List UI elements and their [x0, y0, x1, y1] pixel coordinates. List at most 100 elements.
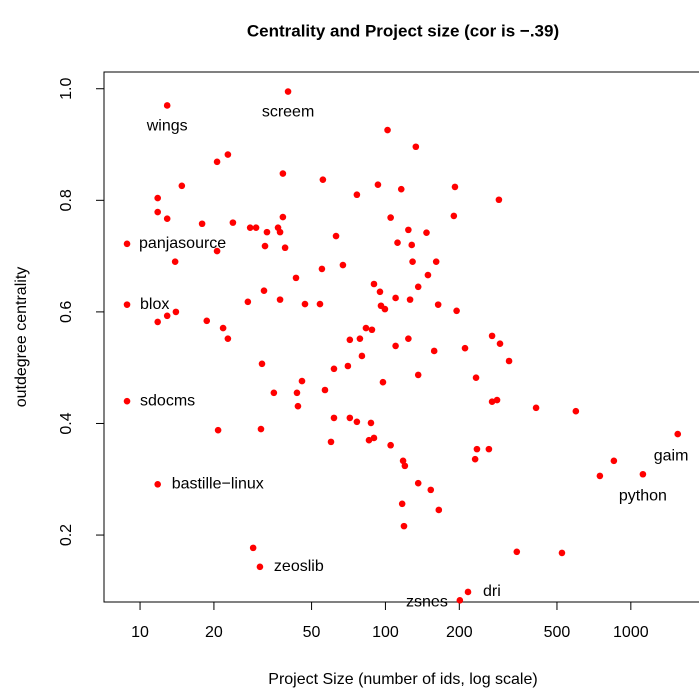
- point-label: panjasource: [139, 235, 226, 252]
- data-point: [414, 479, 422, 487]
- data-point: [353, 418, 361, 426]
- data-point: [532, 404, 540, 412]
- data-point: [387, 441, 394, 449]
- data-point: [399, 457, 407, 465]
- data-point: [376, 288, 384, 296]
- chart-title: Centrality and Project size (cor is −.39…: [247, 21, 559, 40]
- data-point: [432, 258, 440, 265]
- data-point: [213, 158, 221, 166]
- data-point: [674, 430, 682, 438]
- data-point: [172, 308, 180, 316]
- data-point: [370, 434, 378, 442]
- data-point: [381, 305, 389, 313]
- data-point: [493, 396, 501, 404]
- point-label: python: [619, 487, 667, 504]
- data-point: [394, 239, 401, 247]
- data-point: [256, 563, 264, 571]
- data-point: [214, 426, 222, 434]
- data-point: [258, 360, 266, 368]
- x-tick-label: 100: [372, 624, 399, 641]
- data-point: [353, 191, 361, 199]
- data-point: [344, 362, 352, 370]
- data-point: [472, 374, 480, 382]
- data-point: [379, 378, 387, 386]
- data-point: [639, 470, 647, 478]
- data-point: [405, 226, 412, 234]
- data-point: [257, 425, 265, 433]
- data-point: [154, 318, 161, 326]
- y-tick-label: 0.2: [58, 524, 75, 546]
- point-label: zeoslib: [274, 558, 324, 575]
- data-point: [450, 212, 458, 220]
- x-axis-label: Project Size (number of ids, log scale): [268, 671, 537, 688]
- data-point: [171, 258, 179, 265]
- data-point: [471, 455, 479, 463]
- data-point: [346, 414, 354, 422]
- data-point: [453, 307, 460, 315]
- data-point: [224, 151, 232, 158]
- data-point: [451, 183, 459, 191]
- data-point: [434, 301, 442, 308]
- y-tick-label: 0.4: [58, 412, 75, 434]
- data-point: [276, 296, 284, 303]
- data-point: [430, 347, 438, 355]
- data-point: [495, 196, 503, 204]
- data-point: [163, 312, 171, 320]
- point-label: blox: [140, 296, 169, 313]
- x-tick-label: 1000: [613, 624, 649, 641]
- data-point: [496, 340, 504, 347]
- data-point: [558, 549, 566, 557]
- data-point: [330, 414, 338, 422]
- data-point: [279, 170, 287, 177]
- data-point: [246, 224, 254, 231]
- data-point: [513, 548, 521, 556]
- data-point: [213, 247, 221, 255]
- data-point: [406, 296, 414, 303]
- x-tick-label: 50: [303, 624, 321, 641]
- y-tick-label: 0.8: [58, 189, 75, 211]
- data-point: [423, 229, 430, 236]
- data-point: [370, 280, 378, 288]
- data-point: [163, 215, 171, 223]
- point-label: dri: [483, 583, 501, 600]
- data-point: [367, 419, 375, 427]
- y-tick-label: 0.6: [58, 301, 75, 323]
- data-point: [154, 480, 161, 488]
- data-point: [387, 214, 394, 221]
- x-tick-label: 500: [544, 624, 571, 641]
- data-point: [123, 240, 131, 248]
- data-point: [244, 298, 252, 306]
- data-point: [409, 258, 416, 265]
- data-point: [505, 357, 513, 365]
- data-point: [123, 301, 131, 308]
- data-point: [365, 436, 373, 444]
- data-point: [270, 389, 278, 397]
- data-point: [263, 228, 271, 236]
- data-point: [219, 324, 227, 332]
- data-point: [292, 274, 300, 282]
- data-point: [294, 402, 302, 410]
- data-point: [464, 588, 472, 596]
- data-point: [412, 143, 420, 151]
- data-point: [316, 300, 324, 308]
- data-point: [330, 365, 338, 373]
- y-tick-label: 1.0: [58, 78, 75, 100]
- data-point: [249, 544, 257, 552]
- data-point: [398, 500, 406, 508]
- data-point: [276, 228, 284, 236]
- data-point: [198, 220, 206, 228]
- data-point: [374, 181, 382, 188]
- data-point: [154, 208, 161, 216]
- data-point: [414, 283, 422, 291]
- data-point: [400, 522, 408, 530]
- data-point: [405, 335, 412, 342]
- data-point: [358, 352, 366, 360]
- data-point: [596, 472, 604, 480]
- data-point: [610, 457, 618, 465]
- data-point: [408, 241, 416, 249]
- data-point: [319, 176, 327, 183]
- data-point: [392, 294, 399, 302]
- data-point: [229, 219, 237, 226]
- data-point: [435, 506, 443, 514]
- point-label: gaim: [654, 447, 689, 464]
